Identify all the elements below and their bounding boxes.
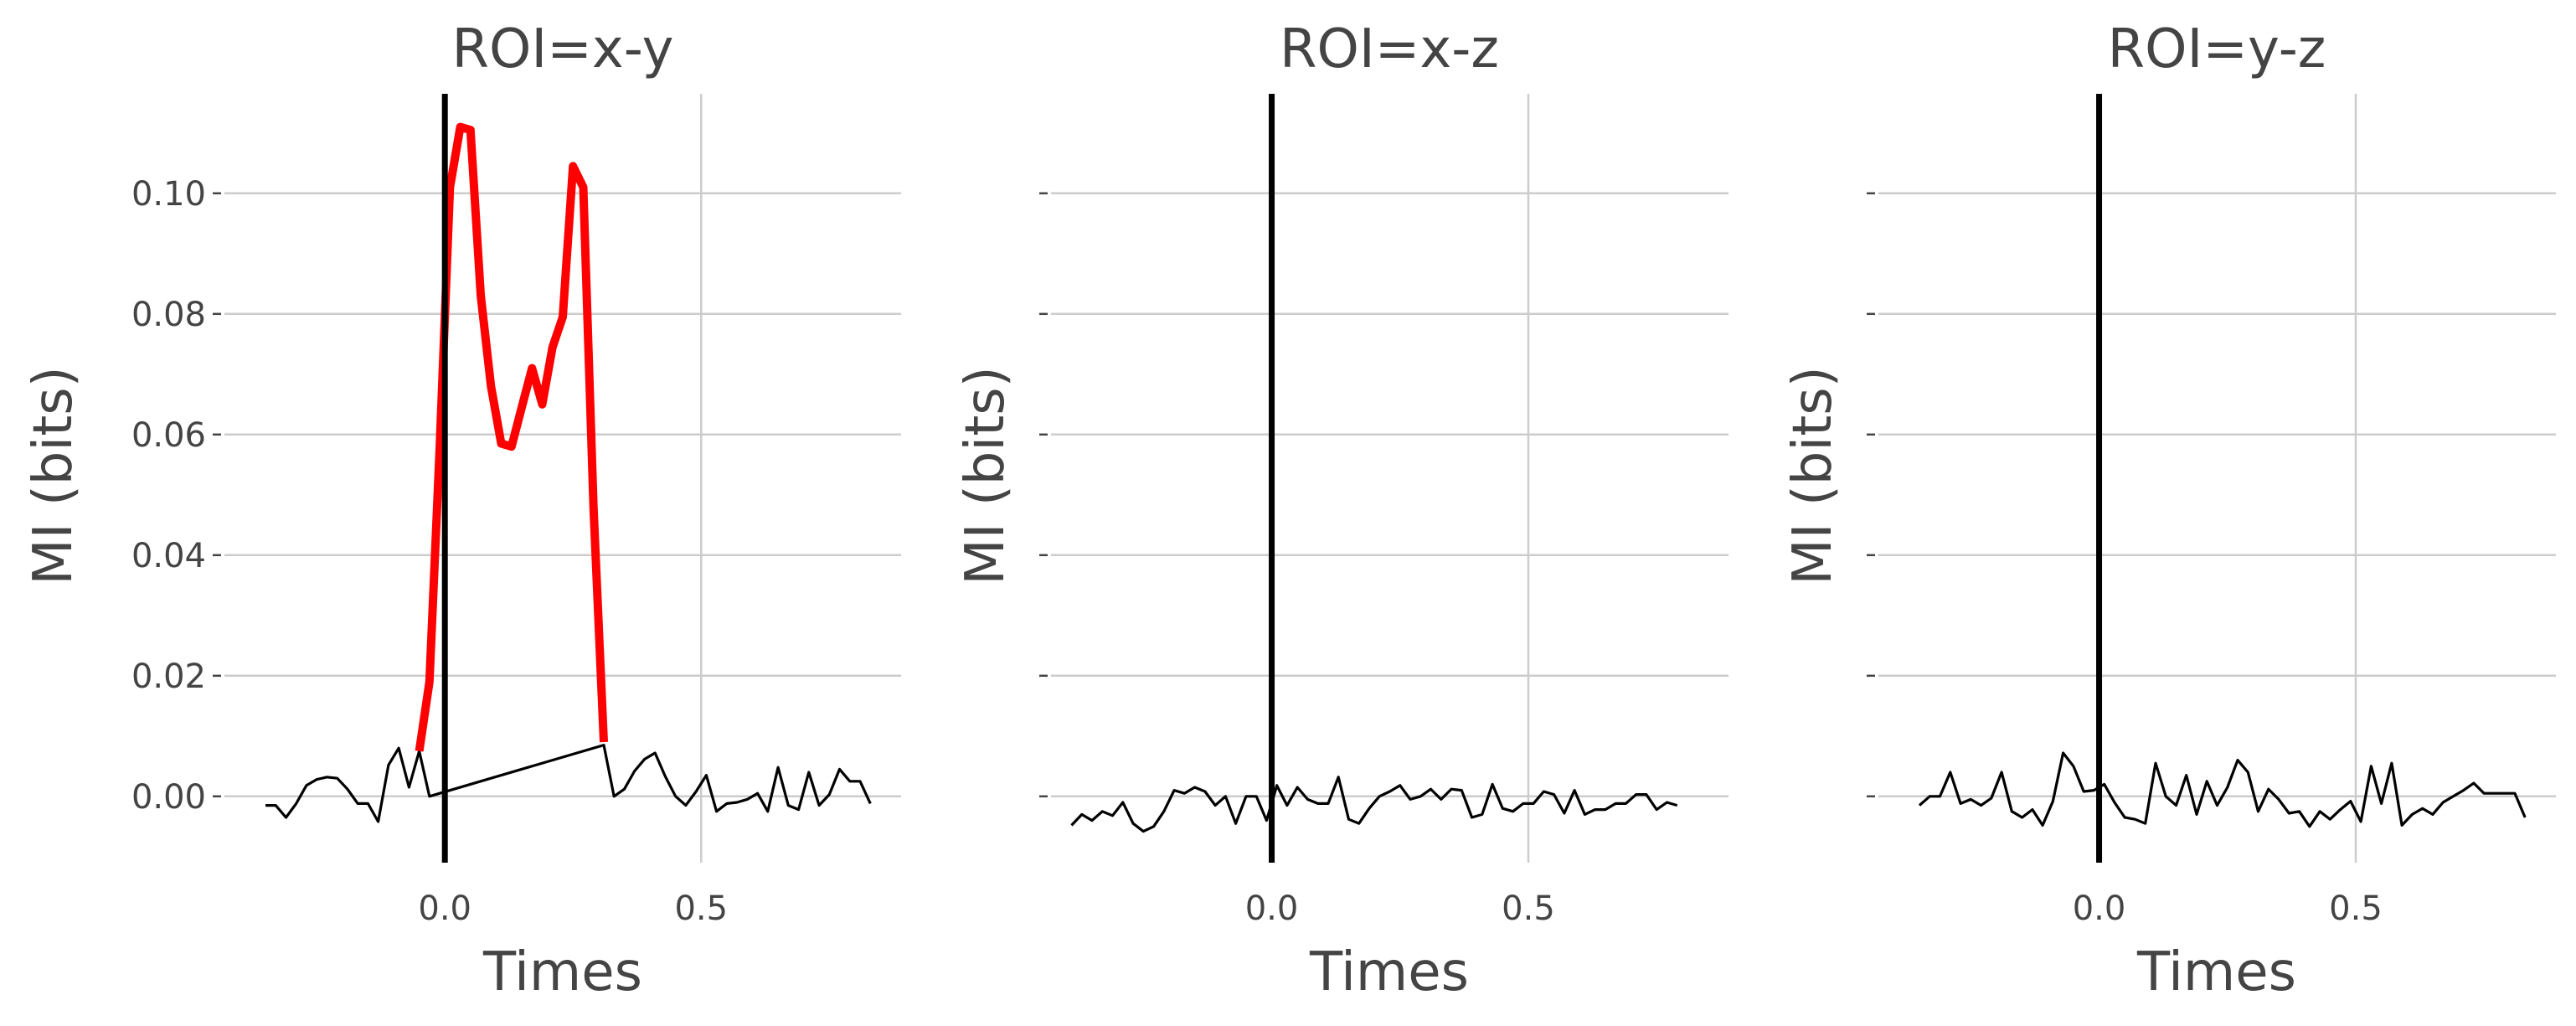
x-tick-label: 0.5: [1502, 889, 1555, 928]
y-tick-label: 0.08: [131, 296, 206, 334]
x-tick-label: 0.0: [418, 889, 471, 928]
panel-title: ROI=y-z: [2108, 18, 2326, 80]
x-tick-label: 0.5: [2329, 889, 2383, 928]
y-tick-label: 0.10: [131, 175, 206, 214]
x-axis-label: Times: [482, 941, 642, 1003]
panel-title: ROI=x-y: [451, 18, 673, 80]
mi-series-line: [1918, 751, 2527, 828]
plot-area: 0.0 0.5: [1039, 94, 1728, 928]
plot-area: 0.0 0.5: [1867, 94, 2556, 928]
y-tick-label: 0.04: [131, 537, 206, 575]
mi-series-line: [265, 743, 872, 823]
panel-title: ROI=x-z: [1280, 18, 1499, 80]
significant-series-line: [415, 122, 608, 752]
x-tick-label: 0.5: [674, 889, 728, 928]
y-axis-label: MI (bits): [23, 366, 85, 585]
y-tick-label: 0.00: [131, 778, 206, 817]
x-axis-label: Times: [1309, 941, 1469, 1003]
y-axis-label: MI (bits): [955, 366, 1017, 585]
y-tick-label: 0.02: [131, 657, 206, 696]
panel-x-z: 0.0 0.5 ROI=x-z Times MI (bits): [955, 18, 1728, 1003]
panel-x-y: 0.00 0.02 0.04 0.06 0.08 0.10 0.0 0.5 ROI=x-y T…: [23, 18, 901, 1003]
panel-y-z: 0.0 0.5 ROI=y-z Times MI (bits): [1782, 18, 2556, 1003]
plot-area: 0.00 0.02 0.04 0.06 0.08 0.10 0.0 0.5: [131, 94, 901, 928]
x-tick-label: 0.0: [1245, 889, 1299, 928]
x-axis-label: Times: [2136, 941, 2296, 1003]
mi-series-line: [1070, 776, 1678, 833]
x-tick-label: 0.0: [2073, 889, 2126, 928]
y-tick-label: 0.06: [131, 416, 206, 455]
y-axis-label: MI (bits): [1782, 366, 1844, 585]
